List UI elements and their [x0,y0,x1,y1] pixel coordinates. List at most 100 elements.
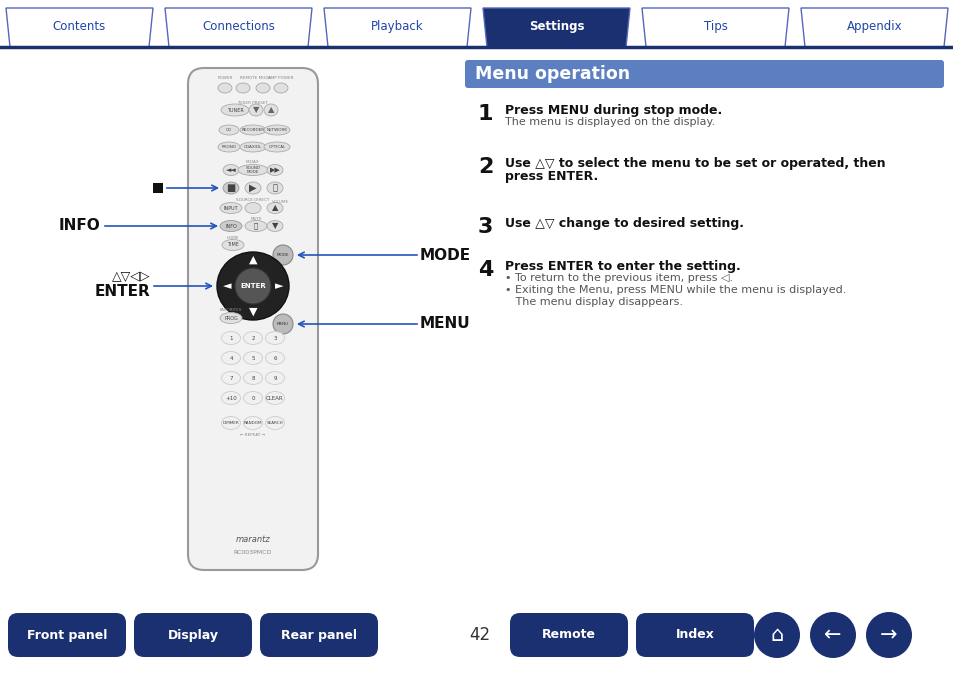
Circle shape [273,245,293,265]
Ellipse shape [274,83,288,93]
Text: 9: 9 [273,376,276,380]
Text: ◄◄: ◄◄ [226,167,236,173]
Text: →: → [880,625,897,645]
Text: Use △▽ to select the menu to be set or operated, then: Use △▽ to select the menu to be set or o… [504,157,884,170]
Text: DIMMER: DIMMER [222,421,239,425]
Text: MUTE: MUTE [250,217,261,221]
Text: ▲: ▲ [249,255,257,265]
Ellipse shape [219,125,239,135]
Circle shape [809,612,855,658]
Text: 3: 3 [273,336,276,341]
Text: +10: +10 [225,396,236,400]
Text: ▶: ▶ [249,183,256,193]
Text: MODE: MODE [419,248,471,262]
Text: RC003PMCD: RC003PMCD [233,551,272,555]
Ellipse shape [245,203,261,213]
Circle shape [753,612,800,658]
Text: ▶▶: ▶▶ [270,167,280,173]
Ellipse shape [221,332,240,345]
Polygon shape [324,8,471,47]
FancyBboxPatch shape [8,613,126,657]
Text: MODE: MODE [276,253,289,257]
Polygon shape [801,8,947,47]
FancyBboxPatch shape [133,613,252,657]
Text: • To return to the previous item, press ◁.: • To return to the previous item, press … [504,273,732,283]
Ellipse shape [265,332,284,345]
Text: PROG: PROG [224,316,237,320]
Text: TUNER PRESET: TUNER PRESET [237,101,268,105]
Ellipse shape [249,104,263,116]
Ellipse shape [243,417,262,429]
Ellipse shape [243,351,262,365]
Text: 6: 6 [273,355,276,361]
Text: 4: 4 [477,260,493,280]
Ellipse shape [267,164,283,176]
Ellipse shape [255,83,270,93]
Text: 42: 42 [469,626,490,644]
Text: INPUT: INPUT [223,205,238,211]
Text: AMP POWER: AMP POWER [268,76,294,80]
Circle shape [273,314,293,334]
Ellipse shape [222,240,244,250]
Text: Press MENU during stop mode.: Press MENU during stop mode. [504,104,721,117]
Text: Appendix: Appendix [846,20,902,33]
FancyBboxPatch shape [260,613,377,657]
Text: △▽◁▷: △▽◁▷ [112,269,150,283]
Text: Playback: Playback [371,20,423,33]
Text: INFO: INFO [58,219,100,234]
Text: NETWORK: NETWORK [266,128,287,132]
Ellipse shape [265,351,284,365]
Text: The menu display disappears.: The menu display disappears. [504,297,682,307]
Bar [152,183,163,193]
Ellipse shape [245,221,267,232]
Text: VOLUME: VOLUME [273,200,290,204]
Text: OPTICAL: OPTICAL [268,145,285,149]
FancyBboxPatch shape [636,613,753,657]
Text: M-DAX: M-DAX [246,160,259,164]
Text: 4: 4 [229,355,233,361]
Text: Settings: Settings [528,20,583,33]
Text: REMOTE MODE: REMOTE MODE [240,76,272,80]
Ellipse shape [245,182,261,194]
Ellipse shape [240,142,266,152]
Text: 8: 8 [251,376,254,380]
Ellipse shape [264,125,290,135]
Text: TIME: TIME [227,242,238,248]
Ellipse shape [220,203,242,213]
Text: press ENTER.: press ENTER. [504,170,598,183]
Ellipse shape [267,182,283,194]
Text: SOURCE DIRECT: SOURCE DIRECT [236,198,270,202]
Ellipse shape [265,417,284,429]
Text: The menu is displayed on the display.: The menu is displayed on the display. [504,117,715,127]
Ellipse shape [216,252,289,320]
Text: Index: Index [675,629,714,641]
Text: 0: 0 [251,396,254,400]
Text: TUNER: TUNER [227,108,243,112]
Text: ▼: ▼ [249,307,257,317]
Text: Menu operation: Menu operation [475,65,630,83]
Ellipse shape [220,221,242,232]
Ellipse shape [265,371,284,384]
Text: 5: 5 [251,355,254,361]
Text: CLEAR: CLEAR [266,396,283,400]
FancyBboxPatch shape [464,60,943,88]
Ellipse shape [235,83,250,93]
Text: ←: ← [823,625,841,645]
FancyBboxPatch shape [188,68,317,570]
Text: MENU: MENU [419,316,470,332]
Text: 2: 2 [477,157,493,177]
Text: ENTER: ENTER [94,283,150,299]
Circle shape [234,268,271,304]
Text: HOME: HOME [227,236,239,240]
Ellipse shape [243,332,262,345]
Ellipse shape [240,125,266,135]
Text: ▼: ▼ [272,221,278,230]
Text: Rear panel: Rear panel [281,629,356,641]
Text: RANDOM: RANDOM [244,421,262,425]
Ellipse shape [264,104,277,116]
Circle shape [865,612,911,658]
Text: RECORDER: RECORDER [241,128,264,132]
Text: ▲: ▲ [268,106,274,114]
Text: 2: 2 [251,336,254,341]
Text: ⌂: ⌂ [770,625,782,645]
